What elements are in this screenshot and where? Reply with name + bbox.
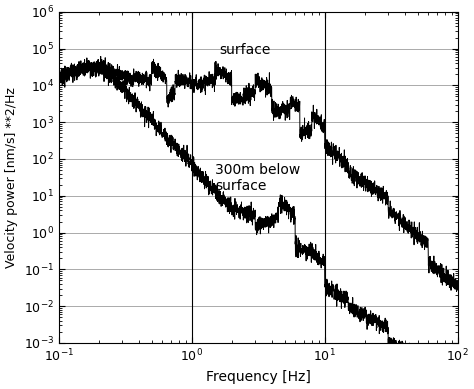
Text: 300m below
surface: 300m below surface: [215, 163, 301, 193]
Y-axis label: Velocity power [nm/s] **2/Hz: Velocity power [nm/s] **2/Hz: [5, 87, 18, 268]
X-axis label: Frequency [Hz]: Frequency [Hz]: [206, 370, 310, 384]
Text: surface: surface: [219, 43, 270, 57]
